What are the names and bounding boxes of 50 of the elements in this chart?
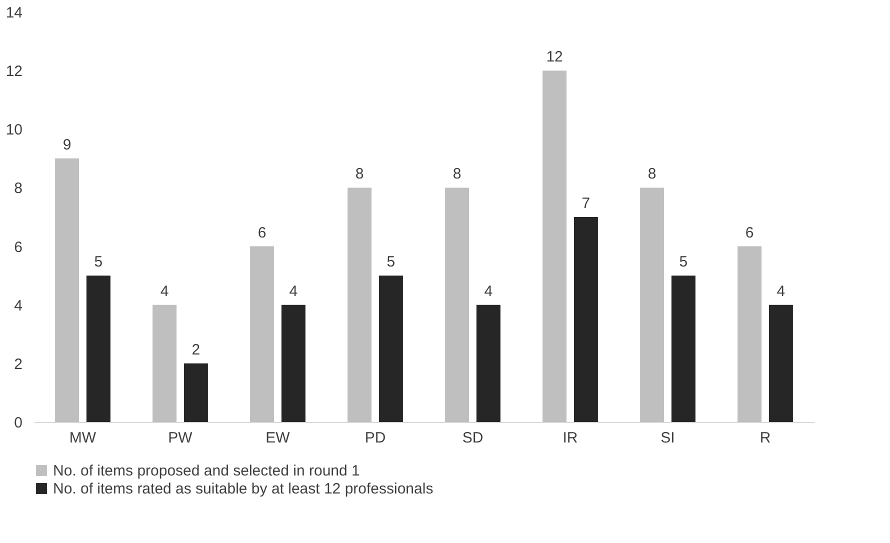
y-tick-label: 10 xyxy=(6,122,22,139)
bar xyxy=(152,304,177,422)
data-label: 6 xyxy=(258,224,266,242)
x-tick-label: R xyxy=(760,430,771,446)
bar xyxy=(542,70,567,422)
data-label: 6 xyxy=(745,224,754,242)
bar xyxy=(378,276,403,422)
x-tick-label: SI xyxy=(660,430,675,446)
data-label: 8 xyxy=(452,166,462,183)
bar xyxy=(768,304,793,422)
y-tick-label: 8 xyxy=(14,180,22,198)
x-tick-label: MW xyxy=(69,430,97,446)
data-label: 12 xyxy=(546,48,563,66)
bar xyxy=(640,188,664,422)
x-tick-label: PW xyxy=(168,430,194,446)
data-label: 5 xyxy=(94,254,103,271)
bar xyxy=(348,188,372,422)
data-label: 8 xyxy=(355,166,364,183)
data-label: 8 xyxy=(648,166,656,183)
bar xyxy=(671,276,696,422)
bar xyxy=(445,188,470,422)
bar xyxy=(250,246,274,422)
data-label: 2 xyxy=(192,341,200,358)
x-tick-label: SD xyxy=(462,430,484,446)
y-tick-label: 6 xyxy=(14,238,22,256)
x-tick-label: EW xyxy=(266,430,291,446)
y-tick-label: 4 xyxy=(14,297,22,314)
bar xyxy=(738,246,762,422)
data-label: 4 xyxy=(160,282,169,300)
bar xyxy=(281,304,306,422)
data-label: 5 xyxy=(386,254,396,271)
data-label: 4 xyxy=(484,282,493,300)
bar xyxy=(574,217,598,422)
data-label: 4 xyxy=(289,282,298,300)
data-label: 7 xyxy=(582,195,590,212)
y-tick-label: 14 xyxy=(6,4,22,22)
bar xyxy=(86,276,110,422)
y-tick-label: 0 xyxy=(14,414,22,432)
y-tick-label: 12 xyxy=(6,63,22,80)
legend-label: No. of items rated as suitable by at least 12 professionals xyxy=(53,480,434,498)
data-label: 9 xyxy=(62,136,72,154)
legend-label: No. of items proposed and selected in round 1 xyxy=(53,462,360,480)
data-label: 4 xyxy=(776,282,786,300)
bar xyxy=(55,158,80,422)
x-tick-label: PD xyxy=(364,430,386,446)
bar xyxy=(184,363,208,422)
x-tick-label: IR xyxy=(562,430,578,446)
bar xyxy=(476,304,500,422)
data-label: 5 xyxy=(679,254,688,271)
y-tick-label: 2 xyxy=(14,356,22,373)
